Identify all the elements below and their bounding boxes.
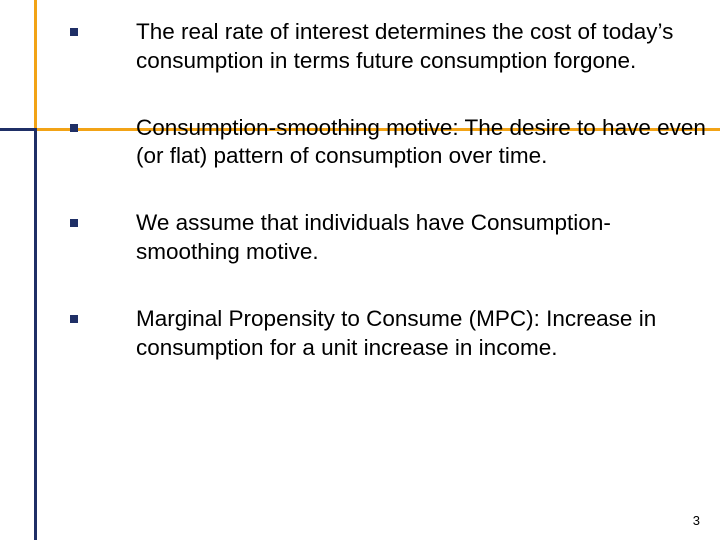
bullet-icon	[70, 315, 78, 323]
bullet-text: We assume that individuals have Consumpt…	[136, 209, 710, 267]
page-number: 3	[693, 513, 700, 528]
list-item: The real rate of interest determines the…	[70, 18, 710, 76]
bullet-text: Consumption-smoothing motive: The desire…	[136, 114, 710, 172]
bullet-text: The real rate of interest determines the…	[136, 18, 710, 76]
accent-bar-top-navy	[0, 128, 34, 131]
list-item: We assume that individuals have Consumpt…	[70, 209, 710, 267]
bullet-icon	[70, 28, 78, 36]
list-item: Consumption-smoothing motive: The desire…	[70, 114, 710, 172]
accent-bar-left-orange	[34, 0, 37, 128]
list-item: Marginal Propensity to Consume (MPC): In…	[70, 305, 710, 363]
slide: The real rate of interest determines the…	[0, 0, 720, 540]
bullet-text: Marginal Propensity to Consume (MPC): In…	[136, 305, 710, 363]
accent-bar-left-navy	[34, 128, 37, 540]
bullet-icon	[70, 219, 78, 227]
bullet-icon	[70, 124, 78, 132]
bullet-list: The real rate of interest determines the…	[70, 18, 710, 400]
